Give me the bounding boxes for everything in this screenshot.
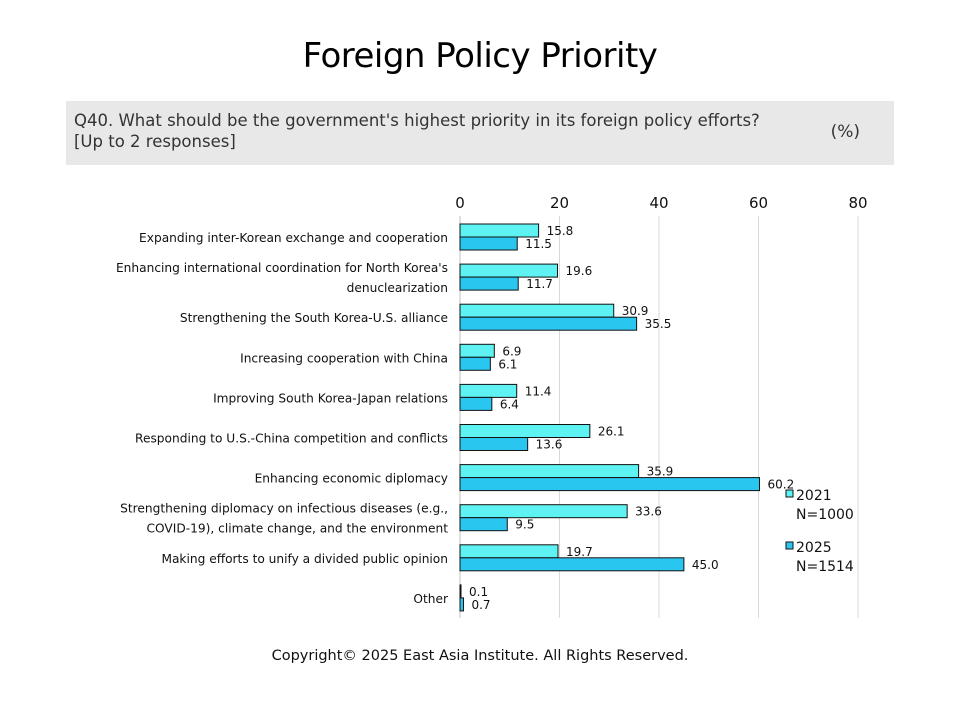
data-label: 6.4 (500, 397, 519, 411)
bar-2021 (459, 544, 559, 559)
x-tick-label: 80 (848, 194, 867, 212)
legend-label: 2021 (796, 488, 832, 504)
category-label: Expanding inter-Korean exchange and coop… (139, 231, 448, 245)
bar-2021 (459, 343, 495, 358)
question-line-1: Q40. What should be the government's hig… (74, 111, 760, 130)
question-line-2: [Up to 2 responses] (74, 132, 236, 151)
bar-2025 (459, 557, 685, 572)
data-label: 15.8 (547, 224, 574, 238)
category-label: Strengthening diplomacy on infectious di… (120, 502, 448, 516)
category-label: Strengthening the South Korea-U.S. allia… (180, 311, 448, 325)
data-label: 6.1 (498, 357, 517, 371)
bar-2021 (459, 263, 559, 278)
bar-2021 (459, 383, 518, 398)
legend-swatch-2025 (785, 541, 794, 550)
category-label: Other (413, 592, 449, 606)
unit-label: (%) (830, 122, 860, 142)
bar-2025 (459, 597, 464, 612)
x-tick-label: 20 (550, 194, 569, 212)
category-label: COVID-19), climate change, and the envir… (147, 522, 449, 536)
bar-2025 (459, 517, 508, 532)
data-label: 60.2 (767, 478, 794, 492)
category-label: Enhancing economic diplomacy (255, 472, 448, 486)
bar-2021 (459, 223, 540, 238)
data-label: 13.6 (536, 438, 563, 452)
category-label: Improving South Korea-Japan relations (213, 391, 448, 405)
bar-2025 (459, 356, 491, 371)
chart-title: Foreign Policy Priority (302, 36, 658, 76)
question-box: Q40. What should be the government's hig… (66, 101, 894, 165)
x-tick-label: 40 (649, 194, 668, 212)
category-label: Making efforts to unify a divided public… (161, 552, 448, 566)
category-label: Responding to U.S.-China competition and… (135, 432, 448, 446)
bar-2021 (459, 504, 628, 519)
data-label: 11.4 (525, 384, 552, 398)
bar-2021 (459, 303, 615, 318)
legend-sublabel: N=1000 (796, 507, 854, 523)
data-label: 35.5 (645, 317, 672, 331)
data-label: 0.1 (469, 585, 488, 599)
data-label: 19.7 (566, 545, 593, 559)
data-label: 11.5 (525, 237, 552, 251)
bar-2021 (459, 424, 591, 438)
data-label: 26.1 (598, 425, 625, 439)
bar-2021 (459, 464, 640, 479)
category-label: Enhancing international coordination for… (116, 261, 448, 275)
data-label: 19.6 (566, 264, 593, 278)
data-label: 11.7 (526, 277, 553, 291)
bar-2025 (459, 276, 519, 291)
legend-label: 2025 (796, 540, 832, 556)
bar-2025 (459, 437, 529, 451)
x-tick-label: 60 (749, 194, 768, 212)
data-label: 30.9 (622, 304, 649, 318)
data-label: 35.9 (647, 465, 674, 479)
bar-2025 (459, 477, 760, 492)
bar-2025 (459, 396, 493, 411)
x-tick-label: 0 (455, 194, 465, 212)
bar-2025 (459, 316, 638, 331)
bar-2025 (459, 236, 518, 251)
bar-2021 (459, 584, 462, 599)
question-text: Q40. What should be the government's hig… (74, 110, 794, 152)
category-label: denuclearization (347, 281, 448, 295)
data-label: 6.9 (502, 344, 521, 358)
legend-sublabel: N=1514 (796, 559, 854, 575)
data-label: 9.5 (515, 518, 534, 532)
copyright-footer: Copyright© 2025 East Asia Institute. All… (271, 648, 689, 664)
data-label: 0.7 (471, 598, 490, 612)
data-label: 45.0 (692, 558, 719, 572)
legend-swatch-2021 (785, 489, 794, 498)
data-label: 33.6 (635, 505, 662, 519)
category-label: Increasing cooperation with China (240, 351, 448, 365)
